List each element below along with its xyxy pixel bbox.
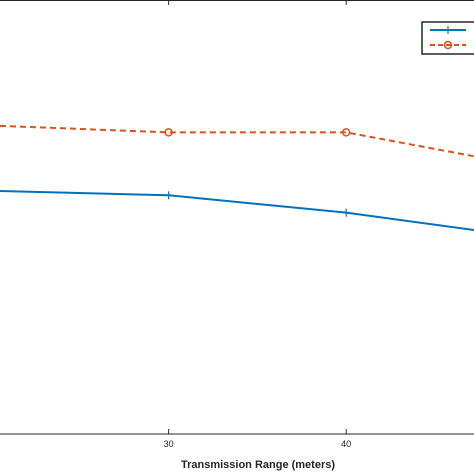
series-layer	[0, 124, 474, 232]
legend-marker-1	[443, 40, 453, 50]
axes: 30 40	[0, 0, 474, 449]
legend-marker-0	[444, 26, 452, 34]
x-tick-label-30: 30	[164, 439, 174, 449]
series-0-point-2	[342, 208, 351, 217]
x-axis-label: Transmission Range (meters)	[181, 459, 335, 471]
series-0	[0, 189, 474, 232]
legend	[421, 21, 474, 55]
series-0-line	[0, 189, 474, 232]
x-tick-label-40: 40	[341, 439, 351, 449]
series-0-point-1	[164, 191, 173, 200]
series-1-line	[0, 124, 474, 158]
series-1-point-1	[164, 128, 173, 137]
series-1-point-2	[341, 128, 351, 137]
series-1	[0, 124, 474, 158]
